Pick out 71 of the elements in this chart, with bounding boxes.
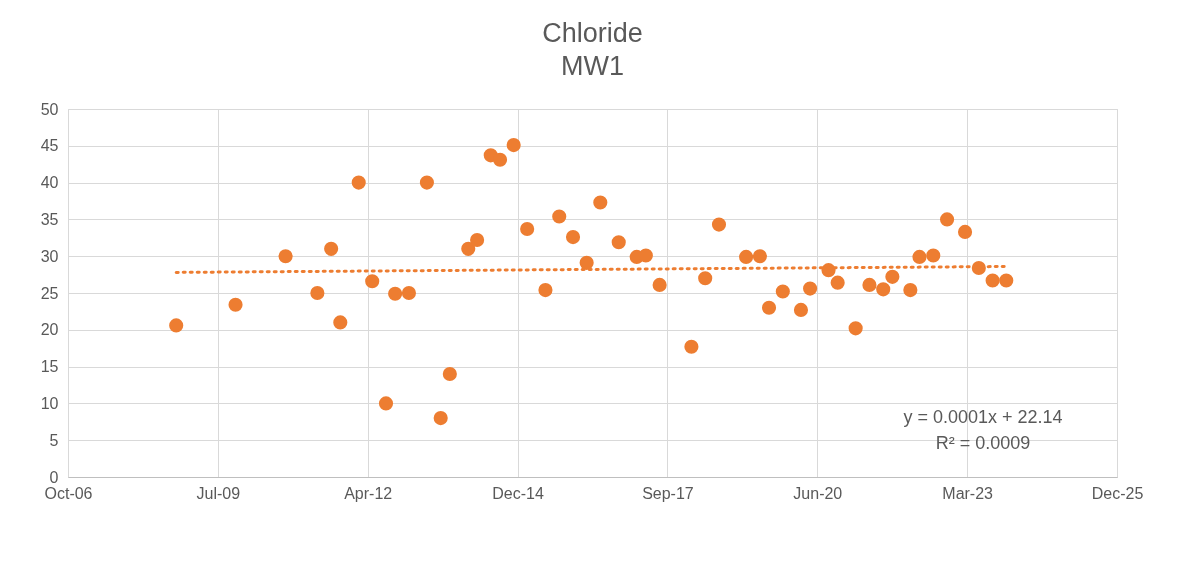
y-tick-label: 45 — [40, 137, 59, 155]
point — [538, 283, 553, 298]
point — [470, 232, 485, 248]
point — [711, 217, 727, 232]
point — [520, 221, 535, 237]
x-tick-label: Mar-23 — [942, 484, 994, 502]
point — [506, 138, 521, 153]
chart-title: Chloride — [542, 18, 643, 48]
point — [401, 285, 416, 301]
point — [365, 274, 380, 289]
point — [378, 396, 394, 411]
point — [593, 195, 608, 210]
point — [579, 255, 594, 270]
point — [985, 273, 1000, 288]
chart-subtitle: MW1 — [561, 51, 624, 81]
point — [912, 249, 927, 264]
point — [885, 269, 900, 284]
y-tick-label: 0 — [49, 468, 59, 486]
y-tick-label: 25 — [40, 284, 59, 302]
point — [752, 249, 767, 264]
point — [848, 321, 863, 336]
annotation: y = 0.0001x + 22.14 — [903, 407, 1063, 427]
x-tick-label: Dec-25 — [1091, 484, 1144, 502]
point — [638, 248, 653, 263]
x-tick-label: Apr-12 — [344, 484, 393, 502]
annotation: R² = 0.0009 — [935, 433, 1031, 453]
point — [333, 315, 348, 330]
y-tick-label: 40 — [40, 174, 59, 192]
y-tick-label: 5 — [49, 431, 59, 449]
point — [793, 302, 809, 317]
point — [552, 209, 567, 224]
point — [803, 281, 818, 296]
point — [698, 271, 713, 286]
x-tick-label: Jun-20 — [793, 484, 843, 502]
point — [761, 300, 777, 315]
point — [442, 366, 457, 382]
point — [876, 282, 891, 297]
y-tick-label: 35 — [40, 210, 59, 228]
point — [461, 241, 476, 256]
point — [775, 284, 790, 299]
x-tick-label: Oct-06 — [44, 484, 93, 502]
point — [903, 283, 918, 298]
point — [228, 297, 243, 312]
y-tick-label: 50 — [40, 100, 59, 118]
point — [739, 249, 754, 264]
point — [324, 241, 339, 256]
point — [310, 285, 325, 301]
point — [565, 230, 581, 245]
point — [830, 275, 845, 290]
x-tick-label: Sep-17 — [642, 484, 694, 502]
y-tick-label: 30 — [40, 247, 59, 265]
point — [351, 175, 366, 190]
point — [278, 249, 293, 264]
point — [999, 273, 1014, 288]
point — [388, 286, 403, 301]
x-tick-label: Dec-14 — [492, 484, 544, 502]
y-tick-label: 15 — [40, 358, 59, 376]
point — [684, 339, 699, 354]
point — [957, 224, 973, 239]
point — [926, 248, 941, 263]
y-tick-label: 20 — [40, 321, 59, 339]
point — [433, 411, 448, 426]
point — [862, 277, 877, 292]
point — [611, 235, 626, 250]
point — [169, 318, 184, 333]
point — [652, 277, 667, 292]
y-tick-label: 10 — [40, 394, 59, 412]
point — [939, 212, 955, 227]
point — [492, 152, 508, 167]
point — [419, 175, 434, 190]
x-tick-label: Jul-09 — [196, 484, 241, 502]
